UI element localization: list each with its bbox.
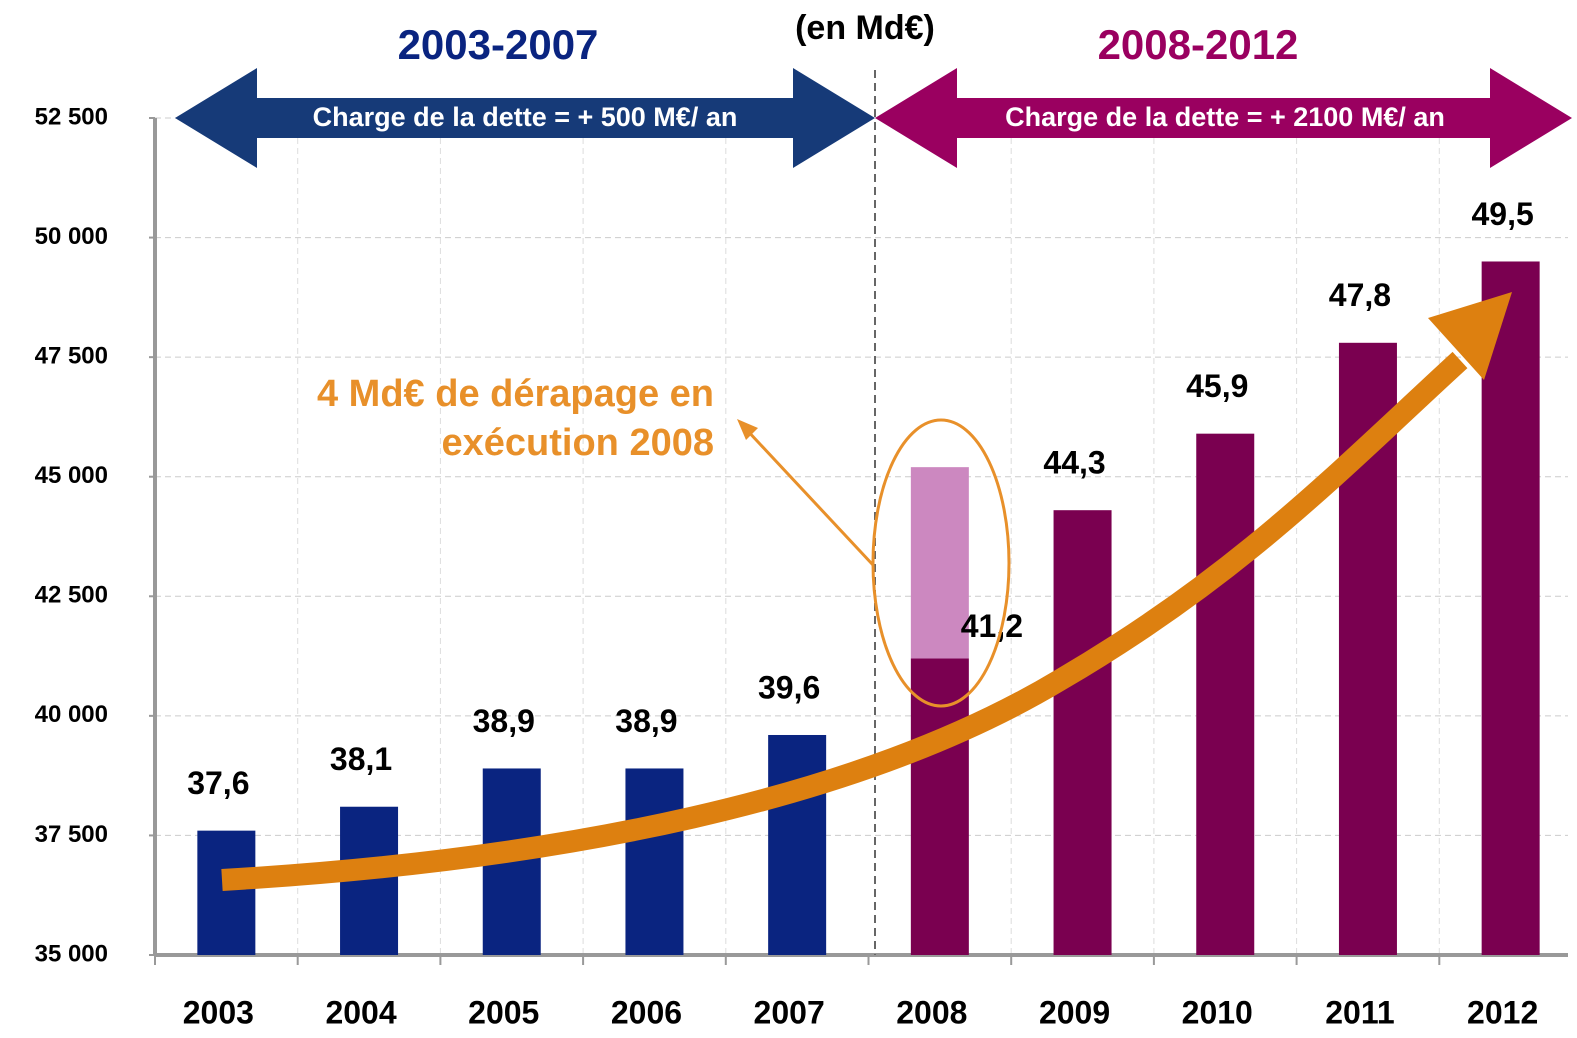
x-tick-label: 2010 [1182,994,1253,1030]
y-tick-label: 50 000 [35,223,108,250]
x-tick-label: 2005 [468,994,539,1030]
value-label: 41,2 [961,608,1023,644]
x-tick-label: 2007 [754,994,825,1030]
value-label: 49,5 [1472,196,1534,232]
trend-head [1428,292,1512,380]
x-tick-label: 2004 [325,994,396,1030]
y-tick-label: 42 500 [35,582,108,609]
x-tick-label: 2003 [183,994,254,1030]
y-tick-label: 45 000 [35,462,108,489]
annotation-head [737,419,758,440]
trend-curve [221,351,1468,891]
period-note: Charge de la dette = + 2100 M€/ an [1005,102,1445,132]
period-arrow [175,68,875,168]
value-label: 38,9 [615,703,677,739]
value-label: 38,9 [473,703,535,739]
bar [1196,433,1255,955]
x-tick-label: 2006 [611,994,682,1030]
value-label: 39,6 [758,669,820,705]
period-title: 2008-2012 [1098,21,1299,68]
value-label: 47,8 [1329,277,1391,313]
unit-label: (en Md€) [795,9,935,47]
y-tick-label: 47 500 [35,342,108,369]
x-tick-label: 2011 [1325,994,1394,1030]
x-tick-label: 2008 [896,994,967,1030]
value-label: 45,9 [1186,368,1248,404]
bar [197,830,256,955]
value-label: 44,3 [1043,445,1105,481]
period-arrow [875,68,1572,168]
annotation-pointer [743,426,875,567]
annotation-text: 4 Md€ de dérapage en [317,373,714,415]
y-tick-label: 40 000 [35,701,108,728]
x-tick-label: 2012 [1467,994,1538,1030]
bar [625,768,684,955]
period-note: Charge de la dette = + 500 M€/ an [313,102,738,132]
bar [768,734,827,955]
bar [1053,510,1112,955]
overrun-bar [910,467,969,659]
x-tick-label: 2009 [1039,994,1110,1030]
value-label: 37,6 [187,765,249,801]
y-tick-label: 52 500 [35,103,108,130]
annotation-text: exécution 2008 [442,422,714,464]
value-label: 38,1 [330,741,392,777]
period-title: 2003-2007 [398,21,599,68]
bar [1481,261,1540,955]
y-tick-label: 35 000 [35,940,108,967]
y-tick-label: 37 500 [35,821,108,848]
bar [910,658,969,955]
